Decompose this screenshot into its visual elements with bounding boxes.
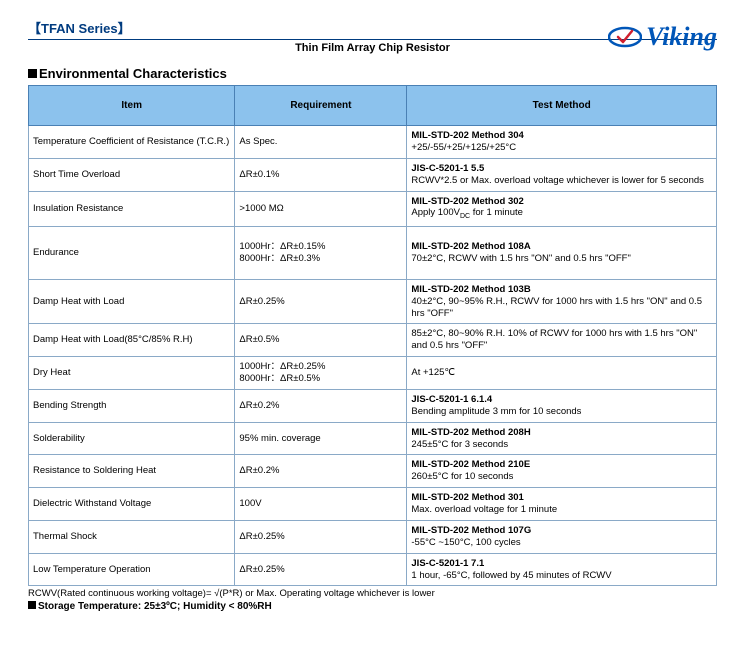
cell-requirement: 1000Hr：ΔR±0.25%8000Hr：ΔR±0.5% <box>235 357 407 390</box>
cell-requirement: ΔR±0.25% <box>235 279 407 324</box>
col-requirement: Requirement <box>235 86 407 126</box>
cell-method: JIS-C-5201-1 7.11 hour, -65°C, followed … <box>407 553 717 586</box>
cell-item: Dry Heat <box>29 357 235 390</box>
cell-requirement: 100V <box>235 488 407 521</box>
cell-method: 85±2°C, 80~90% R.H. 10% of RCWV for 1000… <box>407 324 717 357</box>
table-row: Solderability95% min. coverageMIL-STD-20… <box>29 422 717 455</box>
cell-method: MIL-STD-202 Method 103B40±2°C, 90~95% R.… <box>407 279 717 324</box>
table-row: Dielectric Withstand Voltage100VMIL-STD-… <box>29 488 717 521</box>
cell-item: Low Temperature Operation <box>29 553 235 586</box>
cell-method: MIL-STD-202 Method 302Apply 100VDC for 1… <box>407 191 717 227</box>
cell-method: MIL-STD-202 Method 301Max. overload volt… <box>407 488 717 521</box>
cell-item: Solderability <box>29 422 235 455</box>
cell-method: MIL-STD-202 Method 304+25/-55/+25/+125/+… <box>407 126 717 159</box>
table-row: Temperature Coefficient of Resistance (T… <box>29 126 717 159</box>
cell-item: Bending Strength <box>29 389 235 422</box>
table-row: Dry Heat1000Hr：ΔR±0.25%8000Hr：ΔR±0.5%At … <box>29 357 717 390</box>
logo: Viking <box>608 22 717 52</box>
cell-item: Insulation Resistance <box>29 191 235 227</box>
table-row: Thermal ShockΔR±0.25%MIL-STD-202 Method … <box>29 520 717 553</box>
cell-item: Dielectric Withstand Voltage <box>29 488 235 521</box>
page-header: 【TFAN Series】 Thin Film Array Chip Resis… <box>28 18 717 54</box>
cell-item: Endurance <box>29 227 235 280</box>
col-item: Item <box>29 86 235 126</box>
cell-item: Temperature Coefficient of Resistance (T… <box>29 126 235 159</box>
cell-requirement: 1000Hr：ΔR±0.15%8000Hr：ΔR±0.3% <box>235 227 407 280</box>
cell-requirement: ΔR±0.2% <box>235 455 407 488</box>
cell-requirement: ΔR±0.25% <box>235 520 407 553</box>
table-row: Damp Heat with LoadΔR±0.25%MIL-STD-202 M… <box>29 279 717 324</box>
table-header-row: Item Requirement Test Method <box>29 86 717 126</box>
cell-method: MIL-STD-202 Method 208H245±5°C for 3 sec… <box>407 422 717 455</box>
storage-note: Storage Temperature: 25±3ºC; Humidity < … <box>28 601 717 612</box>
cell-item: Resistance to Soldering Heat <box>29 455 235 488</box>
cell-method: At +125℃ <box>407 357 717 390</box>
eye-icon <box>608 25 642 49</box>
cell-method: MIL-STD-202 Method 107G-55°C ~150°C, 100… <box>407 520 717 553</box>
cell-item: Thermal Shock <box>29 520 235 553</box>
col-test-method: Test Method <box>407 86 717 126</box>
cell-requirement: ΔR±0.5% <box>235 324 407 357</box>
characteristics-table: Item Requirement Test Method Temperature… <box>28 85 717 586</box>
table-row: Short Time OverloadΔR±0.1%JIS-C-5201-1 5… <box>29 158 717 191</box>
logo-text: Viking <box>646 22 717 52</box>
cell-method: JIS-C-5201-1 6.1.4Bending amplitude 3 mm… <box>407 389 717 422</box>
table-row: Damp Heat with Load(85°C/85% R.H)ΔR±0.5%… <box>29 324 717 357</box>
cell-requirement: ΔR±0.25% <box>235 553 407 586</box>
footnote: RCWV(Rated continuous working voltage)= … <box>28 588 717 599</box>
table-row: Insulation Resistance>1000 MΩMIL-STD-202… <box>29 191 717 227</box>
cell-requirement: ΔR±0.1% <box>235 158 407 191</box>
cell-method: MIL-STD-202 Method 210E260±5°C for 10 se… <box>407 455 717 488</box>
table-row: Bending StrengthΔR±0.2%JIS-C-5201-1 6.1.… <box>29 389 717 422</box>
section-title: Environmental Characteristics <box>28 66 717 81</box>
cell-method: JIS-C-5201-1 5.5RCWV*2.5 or Max. overloa… <box>407 158 717 191</box>
table-row: Low Temperature OperationΔR±0.25%JIS-C-5… <box>29 553 717 586</box>
cell-requirement: ΔR±0.2% <box>235 389 407 422</box>
cell-requirement: 95% min. coverage <box>235 422 407 455</box>
cell-method: MIL-STD-202 Method 108A70±2°C, RCWV with… <box>407 227 717 280</box>
cell-item: Damp Heat with Load(85°C/85% R.H) <box>29 324 235 357</box>
table-row: Resistance to Soldering HeatΔR±0.2%MIL-S… <box>29 455 717 488</box>
cell-item: Damp Heat with Load <box>29 279 235 324</box>
cell-item: Short Time Overload <box>29 158 235 191</box>
cell-requirement: >1000 MΩ <box>235 191 407 227</box>
table-row: Endurance1000Hr：ΔR±0.15%8000Hr：ΔR±0.3%MI… <box>29 227 717 280</box>
cell-requirement: As Spec. <box>235 126 407 159</box>
